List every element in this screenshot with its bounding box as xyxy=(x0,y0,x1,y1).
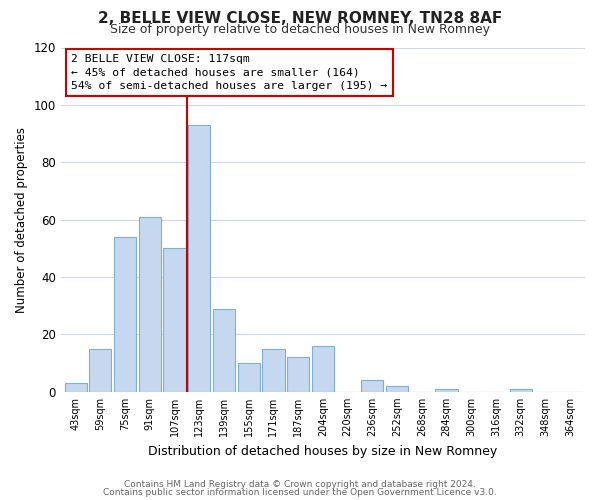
Bar xyxy=(436,389,458,392)
Bar xyxy=(262,349,284,392)
Y-axis label: Number of detached properties: Number of detached properties xyxy=(15,126,28,312)
Bar xyxy=(114,237,136,392)
Bar xyxy=(312,346,334,392)
Text: Contains public sector information licensed under the Open Government Licence v3: Contains public sector information licen… xyxy=(103,488,497,497)
Bar xyxy=(65,383,87,392)
Text: 2 BELLE VIEW CLOSE: 117sqm
← 45% of detached houses are smaller (164)
54% of sem: 2 BELLE VIEW CLOSE: 117sqm ← 45% of deta… xyxy=(71,54,388,91)
X-axis label: Distribution of detached houses by size in New Romney: Distribution of detached houses by size … xyxy=(148,444,497,458)
Bar xyxy=(361,380,383,392)
Bar xyxy=(287,358,309,392)
Bar xyxy=(139,217,161,392)
Bar xyxy=(386,386,408,392)
Bar xyxy=(509,389,532,392)
Bar xyxy=(213,308,235,392)
Bar xyxy=(238,363,260,392)
Text: Size of property relative to detached houses in New Romney: Size of property relative to detached ho… xyxy=(110,22,490,36)
Bar xyxy=(163,248,185,392)
Text: Contains HM Land Registry data © Crown copyright and database right 2024.: Contains HM Land Registry data © Crown c… xyxy=(124,480,476,489)
Bar xyxy=(89,349,112,392)
Bar xyxy=(188,125,211,392)
Text: 2, BELLE VIEW CLOSE, NEW ROMNEY, TN28 8AF: 2, BELLE VIEW CLOSE, NEW ROMNEY, TN28 8A… xyxy=(98,11,502,26)
